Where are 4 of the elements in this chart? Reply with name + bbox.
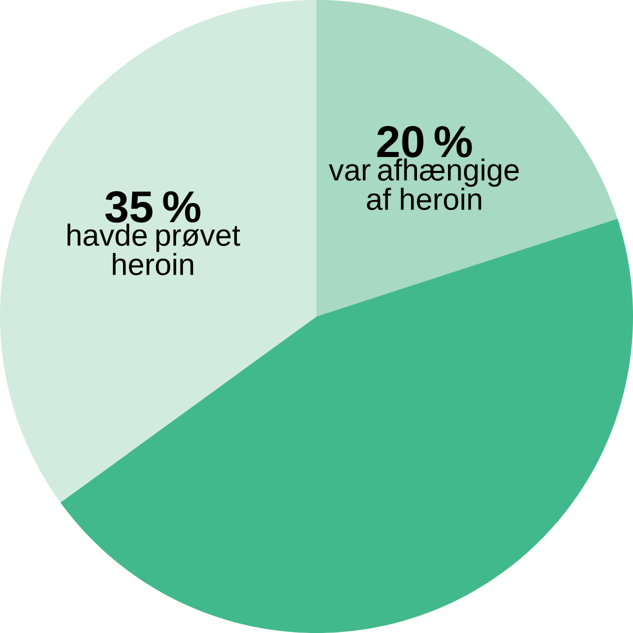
- slice-label: havde prøvet heroin: [68, 224, 240, 276]
- data-label: 35 %: [105, 191, 200, 223]
- slice-label: var afhængige af heroin: [328, 158, 519, 210]
- data-label: 20 %: [377, 126, 472, 158]
